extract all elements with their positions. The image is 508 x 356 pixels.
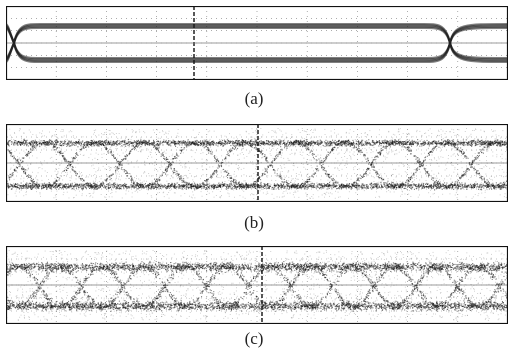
caption-a: (a): [244, 89, 264, 108]
eye-diagram-panel-a: [6, 6, 508, 80]
eye-diagram-c: [6, 246, 508, 324]
eye-diagram-panel-b: [6, 124, 508, 202]
eye-diagram-panel-c: [6, 246, 508, 324]
eye-scatter-points: [6, 128, 508, 199]
eye-traces: [6, 22, 508, 64]
eye-diagram-b: [6, 124, 508, 202]
eye-scatter-points: [6, 250, 508, 321]
caption-b: (b): [244, 213, 264, 232]
caption-c: (c): [244, 329, 264, 348]
eye-diagram-a: [6, 6, 508, 80]
